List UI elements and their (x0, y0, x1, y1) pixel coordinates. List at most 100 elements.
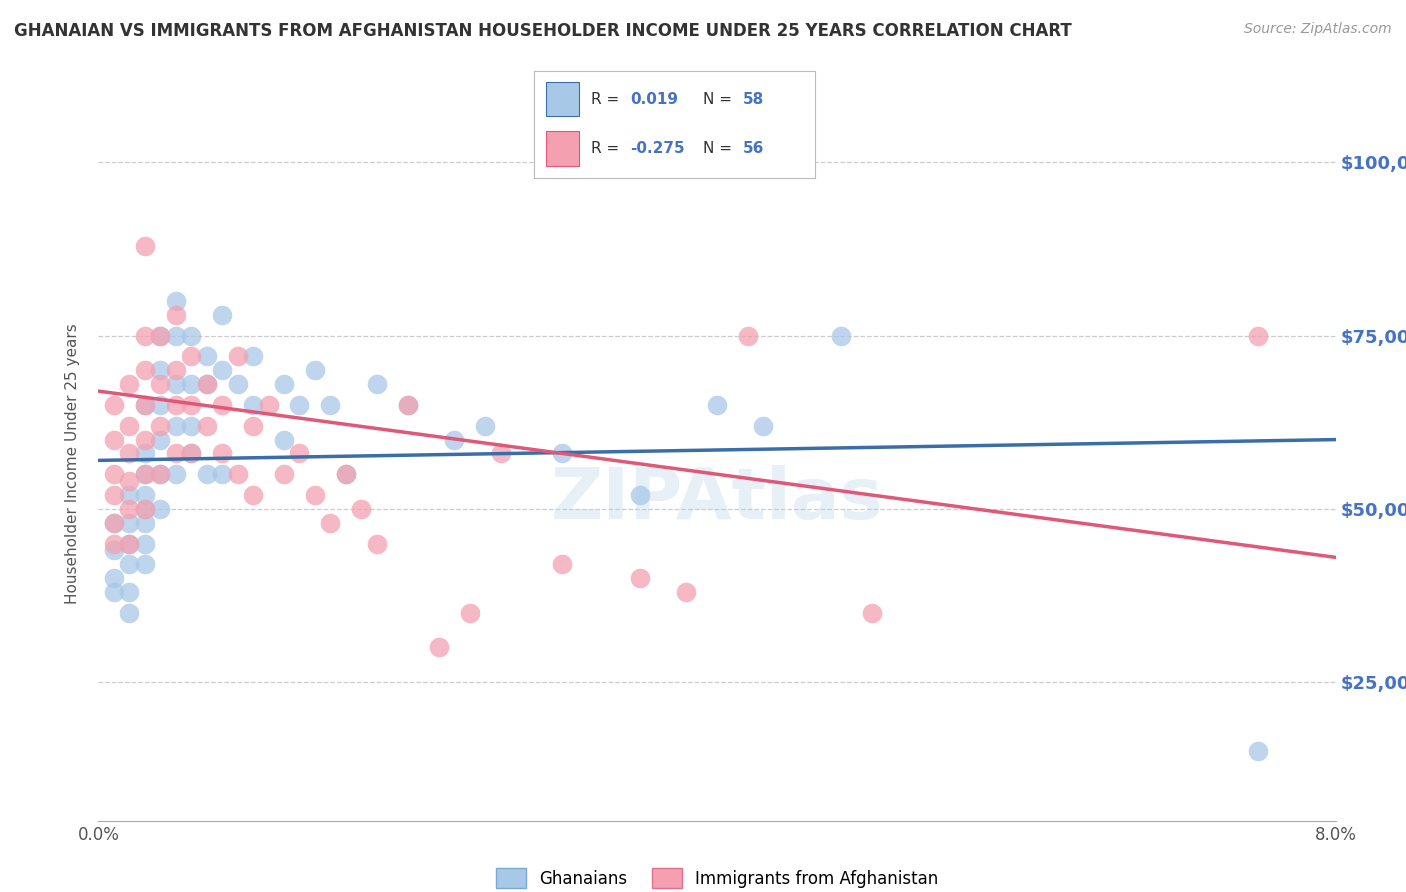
Point (350, 501, 373, 516)
Point (195, 377, 218, 392)
Text: R =: R = (591, 141, 619, 156)
Point (103, 585, 125, 599)
Point (149, 433, 172, 447)
Point (118, 558, 141, 572)
Point (551, 446, 574, 460)
Point (319, 516, 342, 530)
Point (165, 418, 187, 433)
Point (134, 536, 156, 550)
Point (180, 446, 202, 460)
Point (211, 446, 233, 460)
Point (195, 350, 218, 364)
Point (165, 377, 187, 392)
Point (134, 467, 156, 482)
Point (180, 398, 202, 412)
Point (628, 488, 651, 502)
Point (149, 467, 172, 482)
Point (1247, 328, 1270, 343)
Point (180, 328, 202, 343)
Point (226, 350, 249, 364)
Point (134, 433, 156, 447)
Point (737, 328, 759, 343)
Point (103, 516, 125, 530)
Point (211, 467, 233, 482)
Point (149, 328, 172, 343)
Text: N =: N = (703, 141, 733, 156)
Point (211, 363, 233, 377)
Text: Source: ZipAtlas.com: Source: ZipAtlas.com (1244, 22, 1392, 37)
Text: -0.275: -0.275 (630, 141, 685, 156)
Point (134, 238, 156, 252)
Point (149, 418, 172, 433)
Point (118, 474, 141, 488)
Point (211, 308, 233, 322)
Point (396, 398, 419, 412)
Point (830, 328, 852, 343)
Text: 0.019: 0.019 (630, 92, 678, 107)
Point (118, 536, 141, 550)
Point (304, 488, 326, 502)
Point (273, 467, 295, 482)
Point (242, 350, 264, 364)
Y-axis label: Householder Income Under 25 years: Householder Income Under 25 years (65, 324, 80, 604)
Point (288, 398, 311, 412)
Point (149, 377, 172, 392)
Point (103, 516, 125, 530)
Point (489, 446, 512, 460)
Point (134, 501, 156, 516)
Point (118, 585, 141, 599)
Point (165, 293, 187, 308)
Point (165, 467, 187, 482)
Point (319, 398, 342, 412)
Point (118, 446, 141, 460)
Point (118, 501, 141, 516)
Point (752, 418, 775, 433)
Point (180, 446, 202, 460)
Point (242, 488, 264, 502)
Point (180, 350, 202, 364)
Point (226, 467, 249, 482)
Point (180, 377, 202, 392)
Point (211, 398, 233, 412)
Point (242, 398, 264, 412)
Point (443, 433, 465, 447)
Point (165, 308, 187, 322)
Point (103, 543, 125, 558)
Legend: Ghanaians, Immigrants from Afghanistan: Ghanaians, Immigrants from Afghanistan (489, 862, 945, 892)
Point (149, 501, 172, 516)
Point (118, 606, 141, 620)
Point (134, 398, 156, 412)
Point (134, 516, 156, 530)
Point (134, 488, 156, 502)
FancyBboxPatch shape (546, 82, 579, 116)
Point (1247, 744, 1270, 758)
Point (180, 418, 202, 433)
Point (860, 606, 883, 620)
Point (335, 467, 357, 482)
Text: 58: 58 (742, 92, 763, 107)
Point (118, 516, 141, 530)
Point (257, 398, 280, 412)
Point (134, 501, 156, 516)
Point (149, 328, 172, 343)
Point (474, 418, 496, 433)
Point (134, 328, 156, 343)
Point (149, 363, 172, 377)
Point (427, 640, 450, 655)
Point (675, 585, 697, 599)
Text: R =: R = (591, 92, 619, 107)
Point (165, 328, 187, 343)
Point (134, 363, 156, 377)
Point (118, 488, 141, 502)
Point (273, 433, 295, 447)
Text: ZIPAtlas: ZIPAtlas (551, 465, 883, 534)
Point (103, 467, 125, 482)
Point (195, 418, 218, 433)
Point (273, 377, 295, 392)
Point (304, 363, 326, 377)
Point (396, 398, 419, 412)
Point (103, 488, 125, 502)
Point (103, 398, 125, 412)
Point (118, 377, 141, 392)
Point (165, 398, 187, 412)
